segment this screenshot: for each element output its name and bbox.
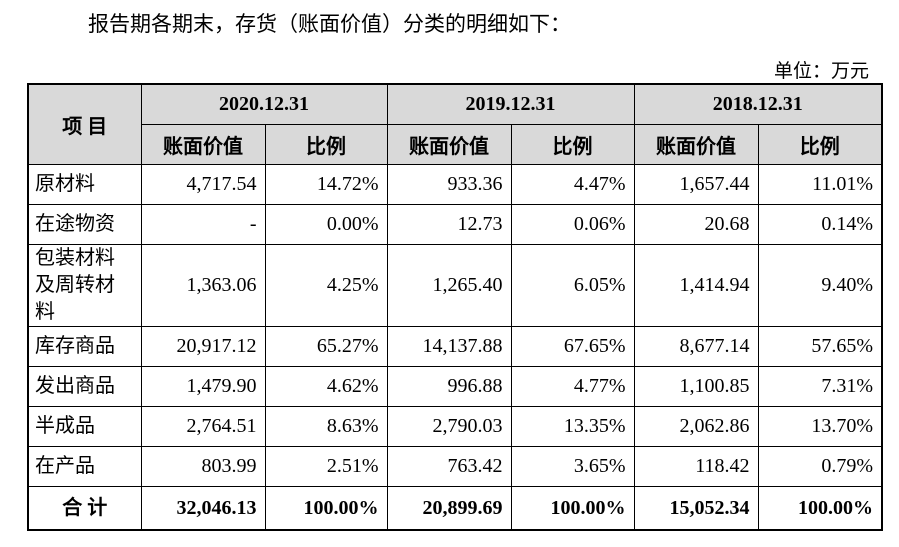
- total-cell: 100.00%: [757, 486, 883, 531]
- cell: 1,657.44: [633, 164, 759, 205]
- sub-header: 账面价值: [386, 124, 512, 165]
- row-label: 包装材料及周转材料: [27, 244, 142, 327]
- cell: 9.40%: [757, 244, 883, 327]
- cell: 1,100.85: [633, 366, 759, 407]
- row-label: 在途物资: [27, 204, 142, 245]
- cell: 0.00%: [264, 204, 388, 245]
- period-header: 2019.12.31: [386, 83, 635, 125]
- cell: 6.05%: [510, 244, 635, 327]
- cell: 65.27%: [264, 326, 388, 367]
- data-row: 包装材料及周转材料 1,363.06 4.25% 1,265.40 6.05% 1,414…: [27, 244, 883, 327]
- cell: 4.47%: [510, 164, 635, 205]
- cell: 4.77%: [510, 366, 635, 407]
- cell: 1,265.40: [386, 244, 512, 327]
- data-row: 原材料 4,717.54 14.72% 933.36 4.47% 1,657.44 11.0…: [27, 164, 883, 205]
- cell: 20,917.12: [140, 326, 266, 367]
- cell: 13.70%: [757, 406, 883, 447]
- cell: 4.25%: [264, 244, 388, 327]
- cell: 20.68: [633, 204, 759, 245]
- cell: 8,677.14: [633, 326, 759, 367]
- cell: 2.51%: [264, 446, 388, 487]
- cell: 3.65%: [510, 446, 635, 487]
- data-row: 库存商品 20,917.12 65.27% 14,137.88 67.65% 8,677.…: [27, 326, 883, 367]
- sub-header: 比例: [757, 124, 883, 165]
- period-header: 2020.12.31: [140, 83, 388, 125]
- cell: 1,479.90: [140, 366, 266, 407]
- cell: 803.99: [140, 446, 266, 487]
- row-label: 发出商品: [27, 366, 142, 407]
- cell: 1,363.06: [140, 244, 266, 327]
- unit-label: 单位：万元: [773, 61, 869, 82]
- data-row: 在产品 803.99 2.51% 763.42 3.65% 118.42 0.79%: [27, 446, 883, 487]
- sub-header: 比例: [510, 124, 635, 165]
- cell: 14.72%: [264, 164, 388, 205]
- cell: 0.06%: [510, 204, 635, 245]
- intro-text: 报告期各期末，存货（账面价值）分类的明细如下：: [88, 12, 571, 36]
- row-label: 库存商品: [27, 326, 142, 367]
- period-header: 2018.12.31: [633, 83, 883, 125]
- item-header: 项 目: [27, 83, 142, 165]
- data-row: 半成品 2,764.51 8.63% 2,790.03 13.35% 2,062.86 13…: [27, 406, 883, 447]
- cell: 0.79%: [757, 446, 883, 487]
- sub-header: 比例: [264, 124, 388, 165]
- sub-header: 账面价值: [140, 124, 266, 165]
- subheader-row: 账面价值 比例 账面价值 比例 账面价值 比例: [28, 124, 883, 165]
- data-row: 在途物资 -0.00% 12.73 0.06% 20.68 0.14%: [27, 204, 883, 245]
- inventory-table: 项 目 2020.12.31 2019.12.31 2018.12.31 账面价值 比例账…: [27, 83, 883, 531]
- total-label: 合 计: [27, 486, 142, 531]
- cell: 67.65%: [510, 326, 635, 367]
- data-row: 发出商品 1,479.90 4.62% 996.88 4.77% 1,100.85 7.31…: [27, 366, 883, 407]
- cell: 8.63%: [264, 406, 388, 447]
- total-cell: 100.00%: [264, 486, 388, 531]
- sub-header: 账面价值: [633, 124, 759, 165]
- cell: 14,137.88: [386, 326, 512, 367]
- cell: 2,062.86: [633, 406, 759, 447]
- total-cell: 20,899.69: [386, 486, 512, 531]
- cell: 118.42: [633, 446, 759, 487]
- row-label: 半成品: [27, 406, 142, 447]
- cell: 7.31%: [757, 366, 883, 407]
- cell: 933.36: [386, 164, 512, 205]
- cell: 12.73: [386, 204, 512, 245]
- total-cell: 32,046.13: [140, 486, 266, 531]
- total-row: 合 计 32,046.13 100.00% 20,899.69 100.00% 15,05…: [27, 486, 883, 531]
- cell: 2,790.03: [386, 406, 512, 447]
- cell: 13.35%: [510, 406, 635, 447]
- cell: 1,414.94: [633, 244, 759, 327]
- total-cell: 15,052.34: [633, 486, 759, 531]
- cell: 763.42: [386, 446, 512, 487]
- cell: 57.65%: [757, 326, 883, 367]
- cell: 996.88: [386, 366, 512, 407]
- cell: 0.14%: [757, 204, 883, 245]
- cell: 4.62%: [264, 366, 388, 407]
- row-label: 在产品: [27, 446, 142, 487]
- cell: -: [140, 204, 266, 245]
- header-row: 项 目 2020.12.31 2019.12.31 2018.12.31: [27, 83, 883, 165]
- row-label: 原材料: [27, 164, 142, 205]
- cell: 4,717.54: [140, 164, 266, 205]
- cell: 2,764.51: [140, 406, 266, 447]
- total-cell: 100.00%: [510, 486, 635, 531]
- cell: 11.01%: [757, 164, 883, 205]
